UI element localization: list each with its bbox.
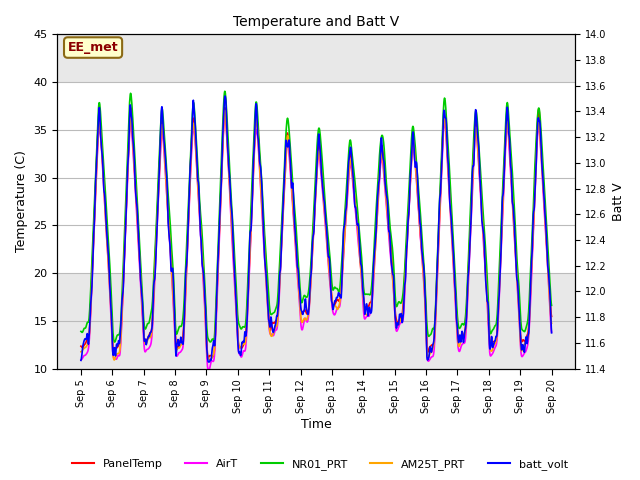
Y-axis label: Temperature (C): Temperature (C): [15, 151, 28, 252]
Bar: [58, 82, 575, 273]
Text: EE_met: EE_met: [68, 41, 118, 54]
Title: Temperature and Batt V: Temperature and Batt V: [233, 15, 399, 29]
X-axis label: Time: Time: [301, 419, 332, 432]
Y-axis label: Batt V: Batt V: [612, 182, 625, 221]
Legend: PanelTemp, AirT, NR01_PRT, AM25T_PRT, batt_volt: PanelTemp, AirT, NR01_PRT, AM25T_PRT, ba…: [68, 455, 572, 474]
